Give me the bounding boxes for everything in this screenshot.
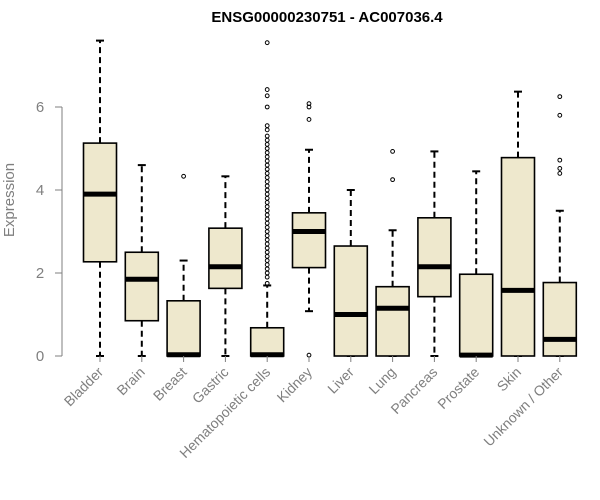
box-iqr xyxy=(417,217,452,298)
box-group xyxy=(375,149,410,357)
box-iqr xyxy=(500,156,536,357)
outlier-point xyxy=(264,133,270,139)
x-tick-label: Kidney xyxy=(274,364,316,406)
outlier-point xyxy=(264,187,270,193)
x-tick-label: Liver xyxy=(324,364,357,397)
outlier-point xyxy=(264,87,270,92)
outlier-point xyxy=(264,208,270,214)
boxes xyxy=(82,39,578,358)
box-iqr xyxy=(82,142,118,263)
outlier-point xyxy=(264,280,270,286)
box-group xyxy=(249,40,285,358)
outlier-point xyxy=(264,162,270,168)
outlier-point xyxy=(264,220,270,226)
outlier-point xyxy=(264,204,270,210)
outlier-point xyxy=(264,191,270,197)
outlier-point xyxy=(264,241,270,247)
outlier-point xyxy=(264,195,270,201)
outlier-point xyxy=(264,262,270,268)
x-tick-label: Prostate xyxy=(434,364,482,412)
outlier-point xyxy=(306,101,312,107)
x-tick-label: Bladder xyxy=(61,364,107,410)
outlier-point xyxy=(306,117,312,122)
box-iqr xyxy=(291,212,327,269)
outlier-point xyxy=(264,104,270,110)
outlier-point xyxy=(264,249,270,255)
y-tick-label: 6 xyxy=(36,99,44,116)
x-tick-label: Skin xyxy=(494,364,525,395)
outlier-point xyxy=(264,171,270,176)
x-tick-label: Lung xyxy=(365,364,398,397)
outlier-point xyxy=(557,94,563,100)
box-group xyxy=(542,94,578,357)
box-group xyxy=(458,170,494,358)
outlier-point xyxy=(264,233,270,239)
y-axis: 0 2 4 6 xyxy=(36,99,63,365)
box-iqr xyxy=(333,245,369,357)
outlier-point xyxy=(390,149,396,154)
outlier-point xyxy=(557,112,563,118)
outlier-point xyxy=(264,179,270,185)
box-group xyxy=(208,175,243,357)
outlier-point xyxy=(264,274,270,280)
box-iqr xyxy=(124,251,160,322)
x-tick-label: Brain xyxy=(113,364,147,398)
outlier-point xyxy=(264,146,270,151)
outlier-point xyxy=(264,254,270,259)
box-group xyxy=(82,39,118,357)
outlier-point xyxy=(181,173,187,179)
y-axis-label: Expression xyxy=(1,163,18,237)
outlier-point xyxy=(264,270,270,276)
box-iqr xyxy=(166,300,201,357)
outlier-point xyxy=(264,245,270,251)
outlier-point xyxy=(264,150,270,156)
chart-title: ENSG00000230751 - AC007036.4 xyxy=(211,9,443,26)
box-iqr xyxy=(208,227,243,290)
box-group xyxy=(500,90,536,357)
outlier-point xyxy=(264,137,270,143)
y-tick-label: 4 xyxy=(36,182,44,199)
box-iqr xyxy=(458,273,494,357)
outlier-point xyxy=(264,237,270,243)
outlier-point xyxy=(264,40,270,46)
box-iqr xyxy=(542,281,578,357)
outlier-point xyxy=(264,175,270,180)
x-tick-label: Unknown / Other xyxy=(480,364,566,450)
outlier-point xyxy=(264,93,270,99)
outlier-point xyxy=(264,127,270,133)
outlier-point xyxy=(264,200,270,205)
outlier-point xyxy=(264,266,270,272)
outlier-point xyxy=(264,154,270,160)
box-group xyxy=(417,150,452,357)
outlier-point xyxy=(557,171,563,176)
box-iqr xyxy=(249,326,285,357)
outlier-point xyxy=(264,123,270,129)
box-group xyxy=(291,101,327,358)
box-group xyxy=(166,173,201,358)
box-iqr xyxy=(375,285,410,357)
outlier-point xyxy=(264,216,270,222)
outlier-point xyxy=(264,229,270,234)
outlier-point xyxy=(264,183,270,189)
outlier-point xyxy=(264,141,270,147)
outlier-point xyxy=(264,224,270,230)
box-group xyxy=(124,164,160,357)
y-tick-label: 2 xyxy=(36,265,44,282)
outlier-point xyxy=(264,166,270,172)
outlier-point xyxy=(390,177,396,183)
box-group xyxy=(333,189,369,357)
outlier-point xyxy=(557,166,563,171)
outlier-point xyxy=(264,258,270,263)
y-tick-label: 0 xyxy=(36,348,44,365)
outlier-point xyxy=(264,212,270,218)
outlier-point xyxy=(264,158,270,164)
outlier-point xyxy=(557,157,563,163)
x-tick-label: Breast xyxy=(150,364,190,404)
